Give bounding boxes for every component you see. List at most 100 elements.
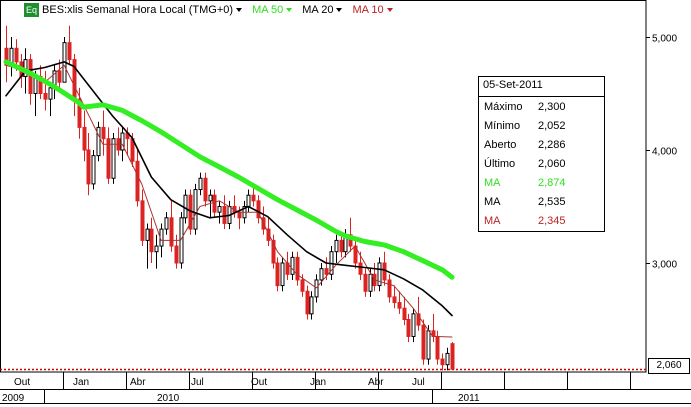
- candle: [174, 234, 179, 269]
- ma-layer: [3, 59, 455, 338]
- dropdown-arrow-icon: [236, 8, 243, 12]
- candle-body: [212, 194, 217, 213]
- dropdown-arrow-icon: [286, 8, 293, 12]
- data-window-row: Último 2,060: [479, 154, 604, 173]
- month-label: Out: [251, 377, 267, 388]
- candle-body: [67, 42, 72, 61]
- candle: [116, 127, 121, 156]
- ma20-label: MA 20: [302, 4, 334, 16]
- candle-body: [140, 200, 145, 241]
- candle-body: [295, 256, 300, 281]
- symbol-selector[interactable]: BES:xlis Semanal Hora Local (TMG+0): [42, 4, 243, 16]
- candle: [285, 251, 290, 280]
- candle: [52, 65, 57, 100]
- y-tick-label: 3,000: [652, 260, 677, 271]
- month-label: Jan: [310, 377, 326, 388]
- data-window-row: MA 2,874: [479, 173, 604, 192]
- y-tick-label: 5,000: [652, 34, 677, 45]
- candle: [4, 25, 9, 83]
- candle-body: [174, 245, 179, 264]
- plot-frame: [0, 0, 647, 373]
- candle: [48, 82, 53, 117]
- data-window-value: 2,286: [538, 138, 566, 151]
- candle: [193, 183, 198, 235]
- candle: [212, 189, 217, 218]
- data-window-value: 2,874: [538, 176, 566, 189]
- grid-layer: [0, 0, 647, 373]
- candle: [411, 308, 416, 343]
- candle: [431, 313, 436, 343]
- candle: [416, 296, 421, 331]
- candle-body: [411, 313, 416, 337]
- symbol-label: BES:xlis Semanal Hora Local (TMG+0): [42, 4, 234, 16]
- candle: [266, 217, 271, 247]
- candle-body: [280, 262, 285, 287]
- candle-body: [382, 262, 387, 281]
- candle-body: [251, 194, 256, 202]
- year-label: 2009: [2, 393, 25, 404]
- candle: [43, 70, 48, 111]
- candle-body: [91, 155, 96, 185]
- candle-body: [111, 138, 116, 179]
- candle-body: [450, 343, 455, 370]
- candle-body: [193, 189, 198, 230]
- ma20-line: [5, 61, 453, 317]
- candle: [392, 285, 397, 309]
- candle: [353, 240, 358, 269]
- candle-body: [14, 47, 19, 63]
- candle-body: [48, 87, 53, 100]
- candle-body: [43, 93, 48, 100]
- candle-body: [406, 319, 411, 337]
- ma10-toggle[interactable]: MA 10: [352, 4, 393, 16]
- candle-body: [82, 126, 87, 151]
- candle-body: [435, 335, 440, 360]
- dropdown-arrow-icon: [336, 8, 343, 12]
- candle-body: [237, 211, 242, 219]
- candle-body: [363, 273, 368, 292]
- candle-body: [445, 352, 450, 366]
- candle: [363, 268, 368, 297]
- candle: [145, 223, 150, 269]
- candle-body: [183, 194, 188, 219]
- candle-body: [217, 206, 222, 213]
- candle: [314, 274, 319, 303]
- candle-body: [135, 160, 140, 202]
- candle: [111, 133, 116, 184]
- candle-body: [246, 194, 251, 207]
- candle: [445, 347, 450, 371]
- ma50-toggle[interactable]: MA 50: [252, 4, 293, 16]
- year-label: 2010: [157, 393, 180, 404]
- candle-body: [368, 273, 373, 292]
- data-window-row: MA 2,535: [479, 192, 604, 211]
- candle-body: [57, 70, 62, 83]
- ma50-line: [3, 59, 455, 280]
- candle-body: [387, 279, 392, 298]
- data-window-value: 2,060: [538, 157, 566, 170]
- candle: [309, 291, 314, 320]
- candle: [232, 195, 237, 218]
- candle: [280, 257, 285, 292]
- ma50-label: MA 50: [252, 4, 284, 16]
- candle-body: [358, 262, 363, 275]
- candle-body: [208, 194, 213, 202]
- month-label: Jul: [191, 377, 204, 388]
- candle: [421, 319, 426, 365]
- data-window-row: Aberto 2,286: [479, 135, 604, 154]
- candle: [140, 189, 145, 247]
- candle-body: [149, 228, 154, 253]
- candle-body: [314, 279, 319, 298]
- candle-body: [145, 228, 150, 241]
- month-label: Abr: [130, 377, 146, 388]
- candle: [67, 25, 72, 66]
- ma20-toggle[interactable]: MA 20: [302, 4, 343, 16]
- data-window-value: 2,535: [538, 196, 566, 209]
- candle-body: [440, 358, 445, 366]
- candle-body: [426, 330, 431, 360]
- data-window-value: 2,345: [538, 215, 566, 228]
- data-window-label: Aberto: [484, 138, 517, 151]
- candle: [9, 37, 14, 77]
- candle-body: [77, 98, 82, 128]
- candle-body: [290, 256, 295, 275]
